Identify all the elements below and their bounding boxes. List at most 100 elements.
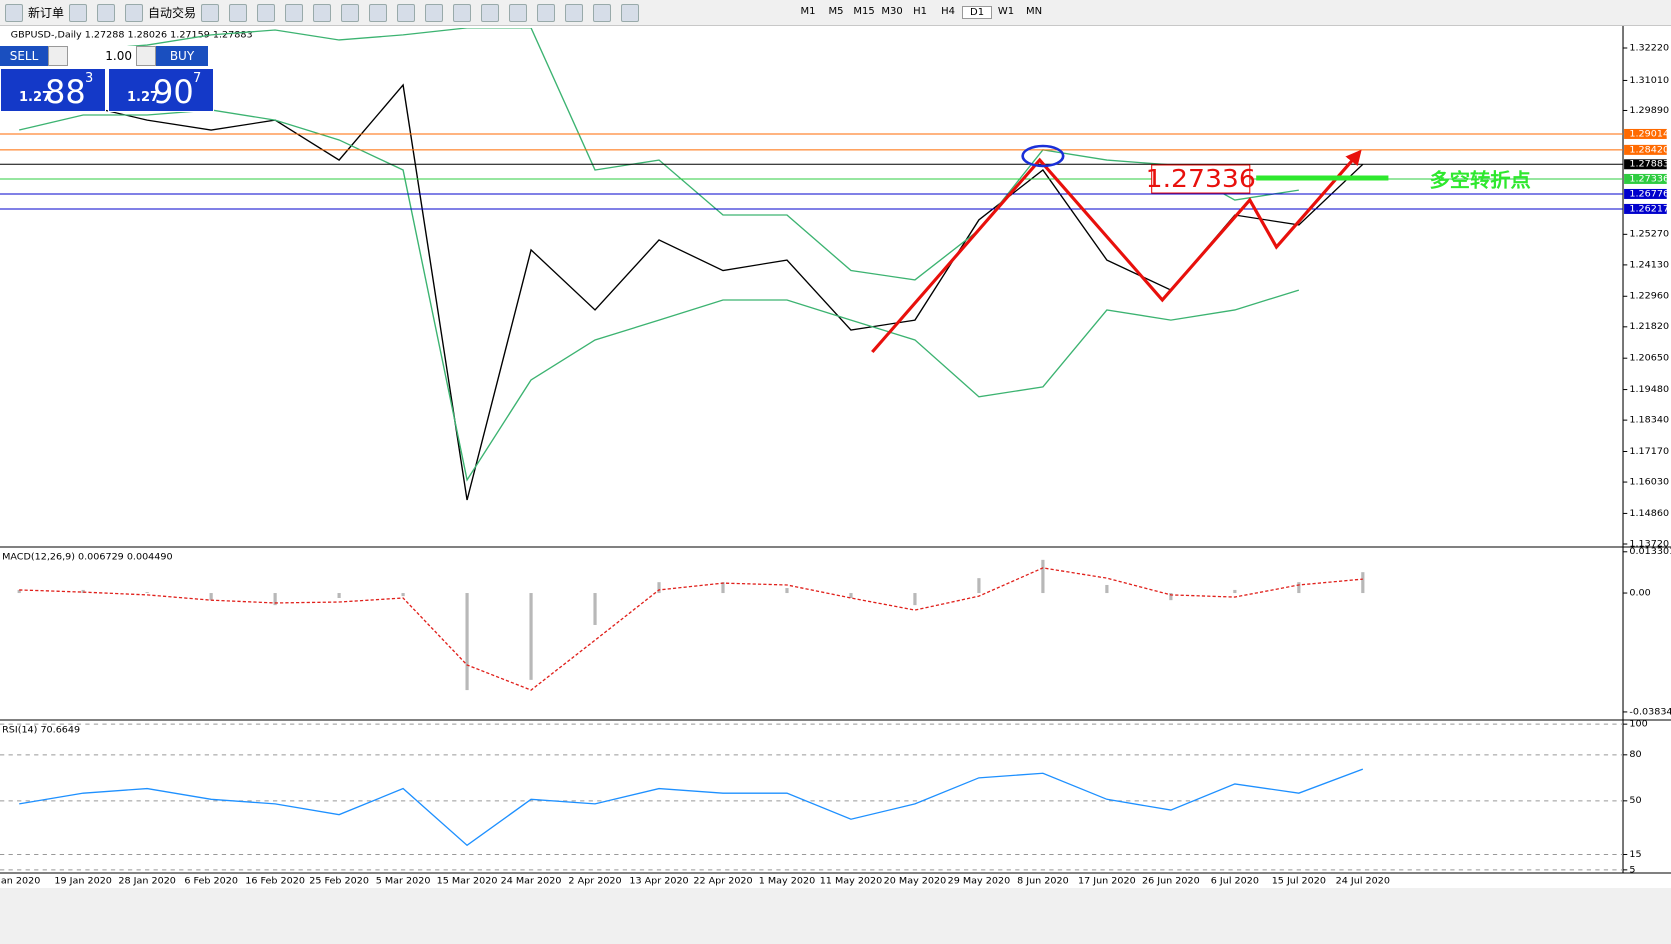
y-tick-label: 15 (1629, 849, 1641, 860)
timeframe[interactable]: M15 (853, 6, 875, 17)
x-tick-label: 28 Jan 2020 (118, 876, 176, 887)
timeframe[interactable]: MN (1025, 6, 1043, 17)
y-tick-label: 0.00 (1629, 588, 1650, 599)
new-order[interactable]: 新订单 (28, 6, 65, 20)
timeframe[interactable]: W1 (997, 6, 1015, 17)
histogram-bar (529, 593, 533, 680)
y-tick-label: 1.22960 (1629, 291, 1669, 302)
histogram-bar (17, 589, 21, 594)
trend-arrow (871, 149, 1362, 353)
x-tick-label: 11 May 2020 (820, 876, 883, 887)
icon[interactable] (201, 3, 220, 22)
icon[interactable] (397, 3, 416, 22)
background (0, 26, 1671, 888)
icon[interactable] (481, 3, 500, 22)
y-tick-label: 80 (1629, 750, 1641, 761)
series-line (19, 567, 1363, 691)
bid-pips: 88 (45, 73, 86, 111)
y-tick-label: 1.32220 (1629, 43, 1669, 54)
x-tick-label: 16 Feb 2020 (245, 876, 305, 887)
icon[interactable] (369, 3, 388, 22)
price-level-label: 1.27883 (1629, 159, 1669, 170)
histogram-bar (913, 593, 917, 606)
toolbar: 新订单 自动交易 M1 M5 M15 M30 H1 H4 D1 W1 MN (0, 0, 1671, 26)
timeframe[interactable]: M1 (800, 6, 816, 17)
histogram-bar (337, 593, 341, 598)
icon[interactable] (313, 3, 332, 22)
ask-pips: 90 (153, 73, 194, 111)
x-tick-label: 22 Apr 2020 (693, 876, 752, 887)
bid-point: 3 (85, 71, 94, 86)
icon[interactable] (285, 3, 304, 22)
x-tick-label: 29 May 2020 (948, 876, 1011, 887)
y-tick-label: 1.19480 (1629, 384, 1669, 395)
y-tick-label: 1.13720 (1629, 539, 1669, 550)
ask-quote[interactable]: 1.27 90 7 (108, 68, 214, 112)
y-tick-label: 1.21820 (1629, 322, 1669, 333)
timeframe[interactable]: D1 (962, 6, 993, 19)
histogram-bar (977, 578, 981, 594)
histogram-bar (657, 582, 661, 594)
y-tick-label: 1.20650 (1629, 353, 1669, 364)
icon[interactable] (453, 3, 472, 22)
price-level-tag (1624, 159, 1667, 170)
ask-big: 1.27 (127, 90, 160, 105)
histogram-bar (401, 593, 405, 597)
icon[interactable] (537, 3, 556, 22)
price-level-label: 1.26217 (1629, 204, 1669, 215)
icon[interactable] (341, 3, 360, 22)
level-annotation: 1.27336 (1146, 165, 1256, 194)
price-level-label: 1.27336 (1629, 174, 1669, 185)
new-order-icon[interactable] (5, 3, 23, 22)
turning-point-label: 多空转折点 (1430, 169, 1532, 191)
price-level-label: 1.28420 (1629, 145, 1669, 156)
timeframe[interactable]: M30 (881, 6, 903, 17)
icon[interactable] (69, 3, 88, 22)
x-tick-label: 5 Mar 2020 (376, 876, 431, 887)
icon[interactable] (509, 3, 528, 22)
histogram-bar (465, 593, 469, 691)
histogram-bar (145, 592, 149, 594)
icon[interactable] (257, 3, 276, 22)
x-tick-label: 2 Apr 2020 (568, 876, 621, 887)
timeframe[interactable]: M5 (828, 6, 844, 17)
y-tick-label: 1.29890 (1629, 105, 1669, 116)
status-area (0, 888, 1671, 944)
y-tick-label: 100 (1629, 719, 1647, 730)
icon[interactable] (425, 3, 444, 22)
bid-quote[interactable]: 1.27 88 3 (0, 68, 106, 112)
x-tick-label: 24 Mar 2020 (501, 876, 562, 887)
indicator-label: MACD(12,26,9) 0.006729 0.004490 (2, 552, 173, 563)
trade-panel: SELL 1.00 BUY 1.27 88 3 1.27 90 7 (0, 46, 217, 112)
lot-down[interactable] (48, 46, 68, 66)
timeframe[interactable]: H1 (913, 6, 927, 17)
price-level-tag (1624, 173, 1667, 184)
histogram-bar (593, 593, 597, 625)
icon[interactable] (125, 3, 144, 22)
icon[interactable] (97, 3, 116, 22)
icon[interactable] (593, 3, 612, 22)
sell-button[interactable]: SELL (0, 46, 48, 66)
price-level-label: 1.29014 (1629, 129, 1669, 140)
price-level-tag (1624, 128, 1667, 139)
buy-button[interactable]: BUY (156, 46, 208, 66)
y-tick-label: 1.18340 (1629, 415, 1669, 426)
timeframes: M1 M5 M15 M30 H1 H4 D1 W1 MN (794, 6, 1048, 19)
y-tick-label: 0.013301 (1629, 546, 1671, 557)
lot-input[interactable]: 1.00 (68, 46, 136, 66)
icon[interactable] (621, 3, 640, 22)
y-tick-label: 5 (1629, 865, 1635, 876)
price-level-tag (1624, 188, 1667, 199)
indicator-label: RSI(14) 70.6649 (2, 725, 80, 736)
x-tick-label: 8 Jun 2020 (1017, 876, 1069, 887)
highlight-ellipse (1021, 144, 1065, 168)
symbol-label: GBPUSD-,Daily 1.27288 1.28026 1.27159 1.… (11, 30, 253, 41)
icon[interactable] (565, 3, 584, 22)
auto-trading[interactable]: 自动交易 (148, 6, 197, 20)
histogram-bar (1169, 593, 1173, 601)
timeframe[interactable]: H4 (941, 6, 955, 17)
lot-up[interactable] (136, 46, 156, 66)
icon[interactable] (229, 3, 248, 22)
x-tick-label: Jan 2020 (0, 876, 40, 887)
